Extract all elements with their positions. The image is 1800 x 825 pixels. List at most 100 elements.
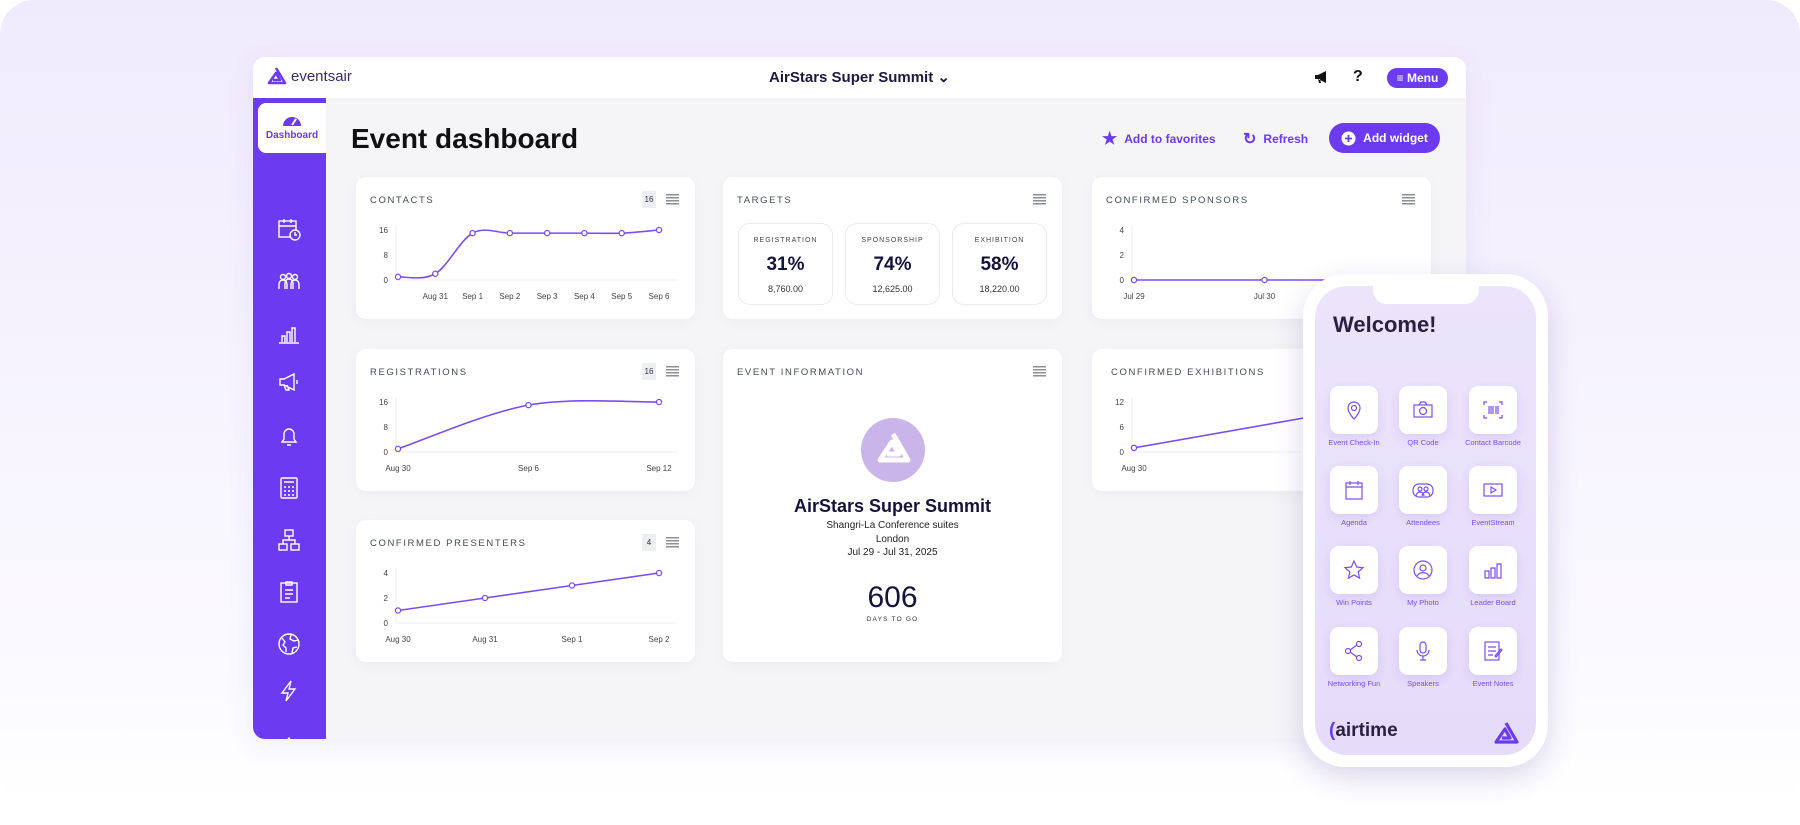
star-icon — [1343, 559, 1365, 580]
tile-networking-fun[interactable] — [1330, 627, 1378, 675]
x-tick-label: Aug 31 — [423, 292, 449, 301]
card-menu-icon[interactable] — [1033, 194, 1046, 205]
tile-label: QR Code — [1407, 438, 1439, 447]
gauge-icon — [283, 117, 301, 126]
event-details: Shangri-La Conference suites London Jul … — [723, 519, 1062, 560]
lightning-icon[interactable] — [277, 679, 301, 703]
card-menu-icon[interactable] — [1033, 366, 1046, 377]
x-tick-label: Sep 1 — [462, 292, 483, 301]
registrations-chart: 0 8 16 Aug 30 Sep 6 Sep 12 — [379, 397, 677, 473]
x-tick-label: Sep 1 — [562, 635, 583, 644]
y-tick-label: 12 — [1115, 398, 1124, 407]
globe-icon[interactable] — [277, 632, 301, 656]
card-title: CONTACTS — [370, 195, 435, 206]
event-city: London — [875, 533, 910, 545]
sidebar-item-dashboard[interactable]: Dashboard — [258, 103, 326, 153]
x-tick-label: Sep 3 — [537, 292, 558, 301]
x-tick-label: Sep 2 — [499, 292, 520, 301]
tile-label: Networking Fun — [1327, 679, 1381, 688]
calendar-clock-icon[interactable] — [277, 217, 301, 241]
data-point — [655, 398, 663, 406]
help-icon[interactable]: ? — [1353, 68, 1363, 85]
card-title: TARGETS — [737, 195, 793, 206]
y-tick-label: 2 — [384, 594, 389, 603]
bell-icon[interactable] — [277, 424, 301, 448]
target-sponsorship: SPONSORSHIP 74% 12,625.00 — [845, 223, 940, 305]
data-point — [525, 401, 532, 409]
logo-icon — [267, 67, 287, 85]
add-widget-button[interactable]: Add widget — [1329, 123, 1440, 153]
tile-event-notes[interactable] — [1469, 627, 1517, 675]
count-badge: 4 — [642, 534, 656, 551]
card-menu-icon[interactable] — [666, 194, 679, 205]
tile-contact-barcode[interactable] — [1469, 386, 1517, 434]
card-menu-icon[interactable] — [666, 366, 679, 377]
data-point — [543, 229, 551, 237]
attendees-icon[interactable] — [277, 269, 301, 293]
brand-text: airtime — [1335, 720, 1398, 741]
gear-icon[interactable] — [277, 736, 301, 739]
calendar-icon — [1345, 481, 1363, 500]
card-title: EVENT INFORMATION — [737, 367, 865, 378]
tile-event-check-in[interactable] — [1330, 386, 1378, 434]
y-tick-label: 0 — [384, 619, 389, 628]
tile-attendees[interactable] — [1399, 466, 1447, 514]
y-tick-label: 0 — [1120, 276, 1125, 285]
tile-label: My Photo — [1407, 598, 1439, 607]
target-label: REGISTRATION — [753, 237, 818, 244]
data-point — [581, 229, 588, 237]
days-to-go-count: 606 — [867, 581, 918, 614]
menu-label: Menu — [1407, 71, 1439, 85]
add-to-favorites-label: Add to favorites — [1124, 132, 1216, 146]
tile-label: Leader Board — [1470, 598, 1516, 607]
data-point — [568, 582, 576, 589]
reports-icon[interactable] — [277, 321, 301, 345]
share-icon — [1344, 640, 1363, 662]
count-badge: 16 — [642, 363, 656, 380]
data-point — [394, 607, 402, 614]
people-icon — [1412, 483, 1434, 498]
tile-agenda[interactable] — [1330, 466, 1378, 514]
refresh-label: Refresh — [1263, 132, 1309, 146]
hierarchy-icon[interactable] — [277, 528, 301, 552]
tile-win-points[interactable] — [1330, 546, 1378, 594]
tile-eventstream[interactable] — [1469, 466, 1517, 514]
event-venue: Shangri-La Conference suites — [826, 520, 959, 531]
welcome-heading: Welcome! — [1333, 312, 1437, 337]
data-point — [469, 229, 476, 237]
data-point — [655, 569, 663, 577]
card-title: CONFIRMED EXHIBITIONS — [1111, 367, 1265, 378]
refresh-button[interactable]: ↻ Refresh — [1243, 129, 1308, 149]
data-point — [1261, 276, 1268, 284]
card-menu-icon[interactable] — [1402, 194, 1415, 205]
top-bar: eventsair AirStars Super Summit ⌄ ? ≡ Me… — [253, 57, 1466, 98]
card-title: CONFIRMED SPONSORS — [1106, 195, 1249, 206]
event-logo — [861, 418, 925, 482]
megaphone-icon[interactable] — [1314, 70, 1330, 84]
page-title: Event dashboard — [351, 123, 579, 154]
target-label: SPONSORSHIP — [861, 237, 924, 244]
tile-leader-board[interactable] — [1469, 546, 1517, 594]
y-tick-label: 0 — [1120, 448, 1125, 457]
chevron-down-icon: ⌄ — [937, 69, 950, 86]
megaphone-icon[interactable] — [277, 370, 301, 394]
card-menu-icon[interactable] — [666, 537, 679, 548]
y-tick-label: 0 — [384, 276, 389, 285]
app-window: eventsair AirStars Super Summit ⌄ ? ≡ Me… — [253, 57, 1466, 739]
data-point — [432, 270, 439, 278]
data-point — [1130, 444, 1138, 452]
event-selector[interactable]: AirStars Super Summit ⌄ — [253, 68, 1466, 86]
menu-button[interactable]: ≡ Menu — [1387, 68, 1448, 88]
tile-speakers[interactable] — [1399, 627, 1447, 675]
clipboard-icon[interactable] — [277, 580, 301, 604]
y-tick-label: 4 — [384, 569, 389, 578]
data-point — [655, 226, 663, 234]
eventsair-logo[interactable]: eventsair — [265, 66, 352, 86]
bar-chart-icon — [1484, 563, 1502, 579]
tile-label: Event Notes — [1472, 679, 1514, 688]
calculator-icon[interactable] — [277, 476, 301, 500]
tile-qr-code[interactable] — [1399, 386, 1447, 434]
tile-my-photo[interactable] — [1399, 546, 1447, 594]
add-to-favorites-button[interactable]: ★ Add to favorites — [1102, 129, 1216, 149]
target-percent: 58% — [980, 254, 1019, 275]
